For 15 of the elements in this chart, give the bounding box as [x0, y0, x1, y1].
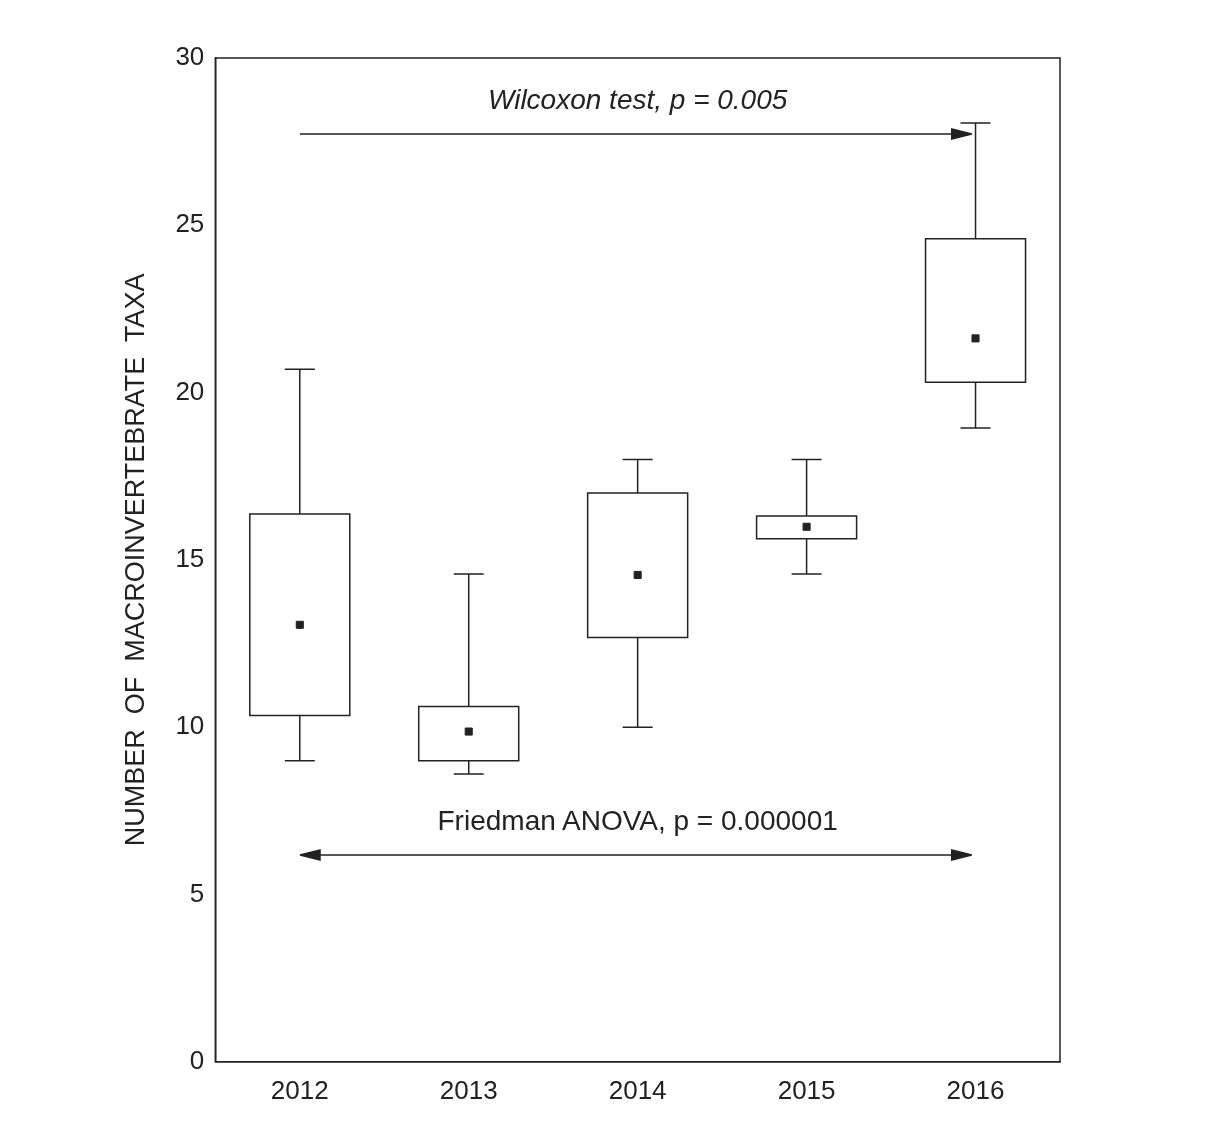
y-tick-label: 30 [175, 41, 205, 72]
x-tick-label: 2014 [608, 1074, 667, 1105]
y-tick-label: 0 [189, 1044, 205, 1075]
annotation: Friedman ANOVA, p = 0.000001 [437, 805, 838, 838]
y-tick-label: 5 [189, 877, 205, 908]
annotation: Wilcoxon test, p = 0.005 [487, 84, 788, 117]
y-tick-label: 15 [175, 543, 205, 574]
x-tick-label: 2013 [439, 1074, 498, 1105]
y-tick-label: 10 [175, 710, 205, 741]
y-tick-label: 25 [175, 208, 205, 239]
x-tick-label: 2016 [946, 1074, 1005, 1105]
y-tick-label: 20 [175, 375, 205, 406]
y-axis-title: NUMBER OF MACROINVERTEBRATE TAXA [119, 273, 150, 847]
x-tick-label: 2015 [777, 1074, 836, 1105]
x-tick-label: 2012 [270, 1074, 329, 1105]
